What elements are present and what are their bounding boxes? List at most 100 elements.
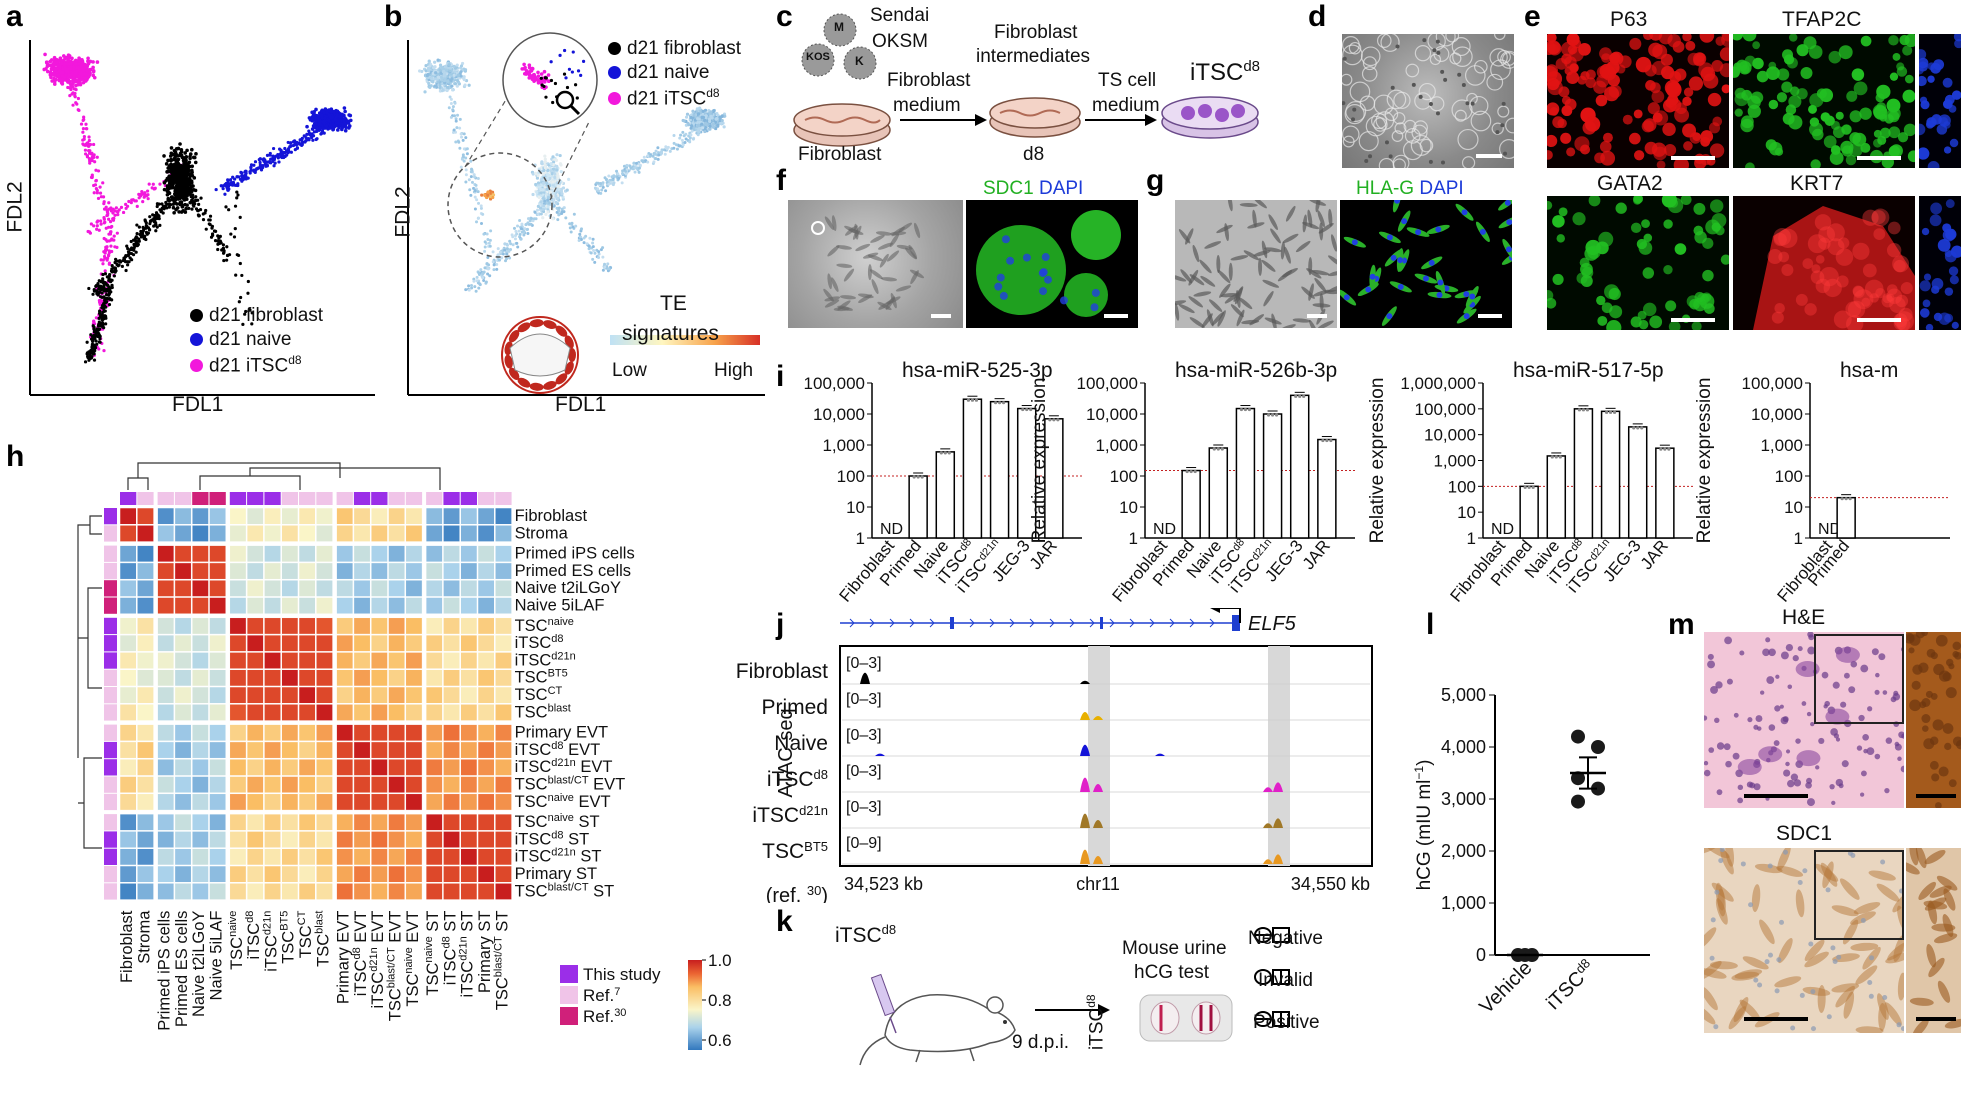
heatmap-cell [477,865,495,883]
heatmap-cell [119,704,137,721]
heatmap-cell [174,865,192,883]
row-label-sup: blast [548,702,571,714]
panel-j-atac-tracks: ELF5 [0–3] Fibroblast [0–3] Primed [0–3] Naive… [736,608,1373,903]
heatmap-cell [119,831,137,848]
heatmap-cell [209,793,227,811]
data-point [1571,729,1585,744]
heatmap-cell [405,724,423,742]
heatmap-cell [191,704,209,721]
heatmap-cell [425,545,443,563]
heatmap-cell [191,724,209,742]
heatmap-cell [137,597,154,615]
heatmap-cell [495,848,512,866]
bar [989,400,1010,539]
track-sup: BT5 [804,839,828,854]
heatmap-cell [316,617,333,635]
heatmap-cell [119,597,137,615]
heatmap-cell [229,525,247,542]
heatmap-cell [477,669,495,687]
heatmap-cell [477,724,495,742]
strand-marker [1029,618,1035,628]
row-source-bar [104,635,117,652]
heatmap-cell [298,617,316,635]
heatmap-cell [191,813,209,831]
col-source-bar [336,492,353,505]
heatmap-cell [157,634,175,652]
heatmap-cell [353,579,371,597]
row-label: iTSCd21n EVT [515,757,613,776]
heatmap-cell [298,865,316,883]
col-label-suffix: ST [459,911,477,937]
heatmap-cell [336,652,354,669]
y-tick-label: 100,000 [804,374,865,393]
heatmap-cell [298,831,316,848]
heatmap-cell [370,813,388,831]
heatmap-cell [336,617,354,635]
heatmap-cell [388,652,406,669]
panel-g-phase-image [1175,200,1337,328]
heatmap-cell [353,848,371,866]
col-label: TSCblast [313,911,332,967]
scale-bar [1916,1017,1956,1021]
heatmap-cell [174,634,192,652]
panel-m-he-image [1704,632,1904,808]
heatmap-cell [229,865,247,883]
heatmap-cell [495,883,512,900]
y-tick-label: 1 [1467,529,1476,548]
col-label: TSCnaive ST [423,911,442,996]
row-label-suffix: EVT [589,776,626,794]
col-label-sup: d21n [368,947,380,971]
heatmap-cell [495,686,512,704]
source-legend-label: This study [583,965,661,984]
bar [1573,408,1594,539]
heatmap-cell [209,704,227,721]
heatmap-cell [353,617,371,635]
row-label-sup: CT [548,685,563,697]
y-tick-label: 100,000 [1742,374,1803,393]
replicate-point [1632,426,1636,430]
heatmap-cell [229,545,247,563]
panel-letter-j: j [776,608,785,641]
heatmap-cell [264,704,281,721]
heatmap-cell [246,579,264,597]
heatmap-cell [405,865,423,883]
heatmap-cell [460,793,478,811]
heatmap-cell [460,848,478,866]
nd-label: ND [1491,521,1514,538]
heatmap-cell [460,597,478,615]
y-tick-label: 100 [1110,467,1138,486]
heatmap-cell [209,562,227,580]
heatmap-cell [388,686,406,704]
heatmap-cell [353,525,371,542]
heatmap-cell [264,562,281,580]
col-label-sup: blast/CT [386,947,398,988]
atac-peak [860,672,870,684]
panel-a-points [42,52,353,364]
heatmap-cell [425,686,443,704]
strand-marker [1109,618,1115,628]
heatmap-cell [209,634,227,652]
scale-bar [1744,794,1808,798]
heatmap-cell [388,525,406,542]
atac-peak [1080,777,1090,792]
heatmap-cell [229,704,247,721]
heatmap-cell [460,634,478,652]
heatmap-cell [209,617,227,635]
strand-marker [1129,618,1135,628]
track-name: TSCBT5 [762,839,828,864]
col-label: iTSCd8 EVT [351,911,370,997]
heatmap-cell [353,724,371,742]
heatmap-cell [405,617,423,635]
heatmap-cell [336,793,354,811]
heatmap-cell [298,579,316,597]
heatmap-cell [137,634,154,652]
chart-title: hsa-miR-526b-3p [1175,359,1337,382]
col-source-bar [209,492,226,505]
panel-letter-d: d [1308,0,1327,33]
heatmap-cell [477,831,495,848]
heatmap-cell [316,865,333,883]
heatmap-cell [246,724,264,742]
heatmap-cell [264,652,281,669]
heatmap-cell [246,793,264,811]
heatmap-cell [370,848,388,866]
